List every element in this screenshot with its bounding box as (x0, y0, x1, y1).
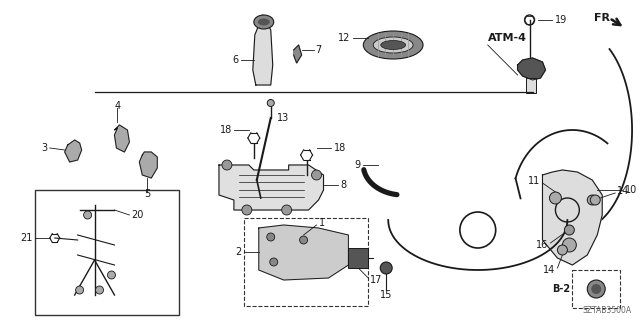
Ellipse shape (381, 41, 406, 50)
Bar (525, 78, 536, 93)
Circle shape (268, 100, 274, 107)
Circle shape (269, 258, 278, 266)
Text: 19: 19 (556, 15, 568, 25)
Bar (35, 190, 179, 315)
Polygon shape (294, 45, 301, 63)
Circle shape (84, 211, 92, 219)
Text: 1: 1 (319, 218, 324, 228)
Circle shape (588, 195, 597, 205)
Text: 14: 14 (617, 186, 629, 196)
Circle shape (282, 205, 292, 215)
Circle shape (557, 245, 568, 255)
Polygon shape (518, 58, 545, 80)
Polygon shape (219, 165, 323, 210)
Text: 5: 5 (144, 189, 150, 199)
Circle shape (380, 262, 392, 274)
Text: ATM-4: ATM-4 (488, 33, 527, 43)
Text: 2: 2 (236, 247, 242, 257)
Ellipse shape (258, 19, 269, 26)
Bar (244, 218, 368, 306)
Text: 17: 17 (371, 275, 383, 285)
Circle shape (591, 284, 601, 294)
Bar (572, 270, 620, 308)
Circle shape (564, 225, 574, 235)
Text: 9: 9 (354, 160, 360, 170)
Polygon shape (259, 225, 348, 280)
Text: FR.: FR. (595, 13, 615, 23)
Circle shape (588, 280, 605, 298)
Polygon shape (115, 125, 129, 152)
Polygon shape (65, 140, 82, 162)
Polygon shape (543, 170, 602, 265)
Text: 21: 21 (20, 233, 33, 243)
Text: SZTAB3500A: SZTAB3500A (583, 306, 632, 315)
Circle shape (590, 195, 600, 205)
Text: 12: 12 (338, 33, 350, 43)
Text: 20: 20 (131, 210, 144, 220)
Text: 16: 16 (536, 240, 548, 250)
Text: B-2: B-2 (552, 284, 570, 294)
Ellipse shape (373, 37, 413, 53)
Circle shape (550, 192, 561, 204)
Bar (348, 248, 368, 268)
Circle shape (95, 286, 104, 294)
Circle shape (222, 160, 232, 170)
Circle shape (267, 233, 275, 241)
Polygon shape (253, 15, 273, 85)
Circle shape (563, 238, 577, 252)
Circle shape (312, 170, 321, 180)
Text: 4: 4 (115, 101, 120, 111)
Text: 18: 18 (333, 143, 346, 153)
Circle shape (76, 286, 84, 294)
Text: 7: 7 (316, 45, 322, 55)
Text: 6: 6 (233, 55, 239, 65)
Text: 8: 8 (340, 180, 346, 190)
Text: 3: 3 (42, 143, 48, 153)
Text: 18: 18 (220, 125, 232, 135)
Text: 11: 11 (528, 176, 541, 186)
Ellipse shape (254, 15, 274, 29)
Text: 13: 13 (276, 113, 289, 123)
Text: 10: 10 (625, 185, 637, 195)
Ellipse shape (364, 31, 423, 59)
Circle shape (242, 205, 252, 215)
Polygon shape (140, 152, 157, 178)
Circle shape (108, 271, 115, 279)
Text: 15: 15 (380, 290, 392, 300)
Circle shape (300, 236, 308, 244)
Text: 14: 14 (543, 265, 556, 275)
